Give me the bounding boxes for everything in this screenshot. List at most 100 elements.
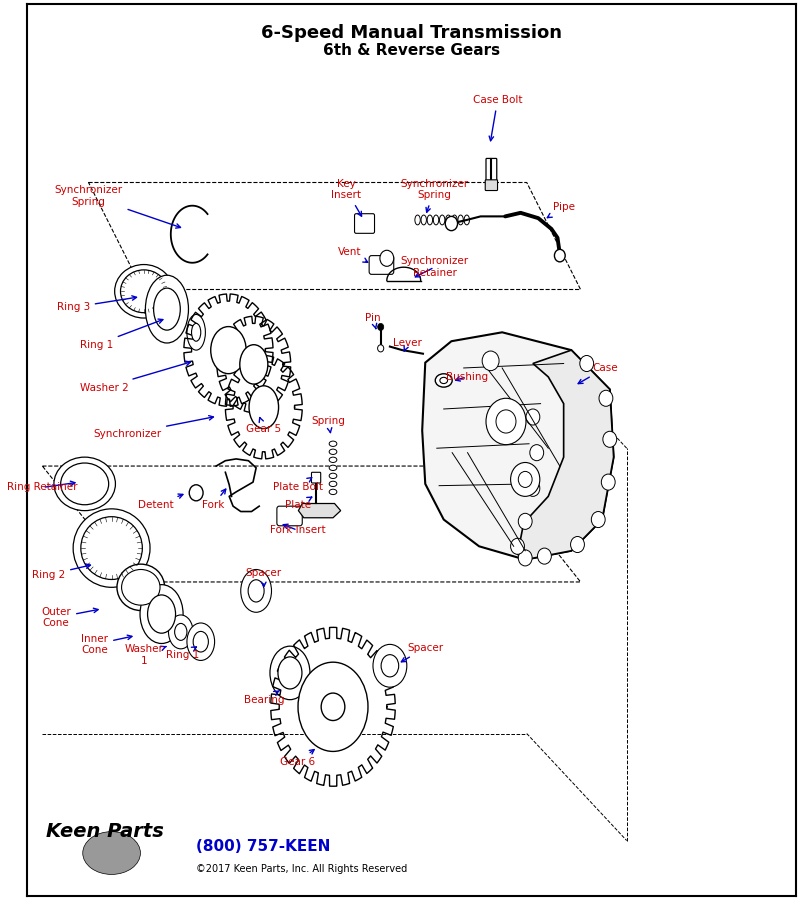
Text: Plate: Plate: [285, 497, 312, 510]
Ellipse shape: [329, 441, 337, 446]
Circle shape: [538, 548, 551, 564]
Circle shape: [378, 345, 384, 352]
Ellipse shape: [154, 288, 180, 330]
Text: ©2017 Keen Parts, Inc. All Rights Reserved: ©2017 Keen Parts, Inc. All Rights Reserv…: [196, 864, 407, 874]
Polygon shape: [422, 332, 614, 560]
Circle shape: [321, 693, 345, 721]
Ellipse shape: [427, 215, 433, 225]
Text: 6-Speed Manual Transmission: 6-Speed Manual Transmission: [261, 23, 562, 41]
Text: Spacer: Spacer: [246, 568, 282, 587]
FancyBboxPatch shape: [277, 506, 302, 526]
Ellipse shape: [439, 215, 445, 225]
Text: Ring Retainer: Ring Retainer: [7, 482, 78, 492]
Ellipse shape: [415, 215, 420, 225]
Ellipse shape: [278, 657, 302, 689]
Circle shape: [190, 485, 203, 500]
Ellipse shape: [329, 457, 337, 463]
Text: Synchronizer
Retainer: Synchronizer Retainer: [401, 256, 469, 278]
Ellipse shape: [117, 564, 165, 610]
Ellipse shape: [82, 832, 141, 875]
Text: Case Bolt: Case Bolt: [473, 95, 522, 140]
Circle shape: [486, 399, 526, 445]
Ellipse shape: [210, 327, 246, 374]
Text: Gear 5: Gear 5: [246, 418, 282, 434]
Circle shape: [580, 356, 594, 372]
Circle shape: [526, 481, 540, 497]
Ellipse shape: [329, 473, 337, 479]
Ellipse shape: [147, 595, 175, 634]
Ellipse shape: [121, 270, 167, 312]
Polygon shape: [298, 503, 341, 517]
Ellipse shape: [329, 490, 337, 495]
Text: Fork Insert: Fork Insert: [270, 524, 326, 536]
Circle shape: [482, 351, 499, 371]
Text: Lever: Lever: [393, 338, 422, 351]
Text: Ring 2: Ring 2: [32, 564, 90, 580]
Circle shape: [599, 391, 613, 406]
Ellipse shape: [452, 215, 457, 225]
Text: Case: Case: [578, 363, 618, 383]
Circle shape: [518, 550, 532, 566]
Ellipse shape: [73, 508, 150, 588]
Text: Bushing: Bushing: [446, 372, 488, 382]
FancyBboxPatch shape: [486, 180, 498, 191]
FancyBboxPatch shape: [486, 158, 497, 185]
Ellipse shape: [81, 517, 142, 580]
Circle shape: [510, 463, 540, 497]
Text: Washer
1: Washer 1: [125, 644, 166, 666]
FancyBboxPatch shape: [369, 256, 394, 274]
Text: 6th & Reverse Gears: 6th & Reverse Gears: [323, 43, 500, 58]
Text: Key
Insert: Key Insert: [331, 179, 362, 216]
Ellipse shape: [122, 570, 160, 605]
Text: Detent: Detent: [138, 494, 183, 510]
Ellipse shape: [140, 585, 183, 644]
Ellipse shape: [440, 377, 447, 383]
Circle shape: [496, 410, 516, 433]
Circle shape: [554, 249, 565, 262]
Ellipse shape: [329, 465, 337, 471]
Text: Gear 6: Gear 6: [280, 750, 315, 767]
Ellipse shape: [329, 449, 337, 454]
Circle shape: [530, 445, 544, 461]
Circle shape: [591, 511, 605, 527]
Ellipse shape: [193, 632, 208, 652]
Circle shape: [518, 513, 532, 529]
Circle shape: [603, 431, 617, 447]
Circle shape: [446, 216, 458, 230]
Ellipse shape: [114, 265, 173, 318]
Ellipse shape: [146, 275, 189, 343]
Ellipse shape: [434, 215, 438, 225]
Text: (800) 757-KEEN: (800) 757-KEEN: [196, 840, 330, 854]
Ellipse shape: [298, 662, 368, 752]
Text: Pin: Pin: [365, 313, 381, 328]
Text: Spring: Spring: [311, 417, 346, 433]
Ellipse shape: [381, 654, 398, 677]
Ellipse shape: [248, 580, 264, 602]
Ellipse shape: [249, 386, 278, 428]
Ellipse shape: [421, 215, 426, 225]
Text: Fork: Fork: [202, 489, 226, 510]
Circle shape: [510, 538, 525, 554]
Circle shape: [380, 250, 394, 266]
Text: Inner
Cone: Inner Cone: [81, 634, 132, 655]
Ellipse shape: [373, 644, 407, 688]
Polygon shape: [518, 350, 614, 560]
Text: Washer 2: Washer 2: [79, 361, 190, 392]
Ellipse shape: [458, 215, 463, 225]
Ellipse shape: [191, 323, 201, 341]
Circle shape: [602, 474, 615, 490]
Text: Bearing: Bearing: [243, 690, 284, 705]
Circle shape: [378, 323, 384, 330]
Text: Synchronizer
Spring: Synchronizer Spring: [54, 185, 181, 228]
Text: Vent: Vent: [338, 247, 368, 263]
Ellipse shape: [464, 215, 470, 225]
Text: Ring 1: Ring 1: [79, 320, 163, 350]
Ellipse shape: [169, 615, 193, 649]
Ellipse shape: [270, 646, 310, 699]
Ellipse shape: [187, 623, 214, 661]
Circle shape: [526, 409, 540, 425]
Text: Synchronizer
Spring: Synchronizer Spring: [401, 179, 469, 212]
Text: Ring 1: Ring 1: [166, 647, 199, 660]
Ellipse shape: [240, 345, 268, 384]
Ellipse shape: [61, 463, 109, 505]
